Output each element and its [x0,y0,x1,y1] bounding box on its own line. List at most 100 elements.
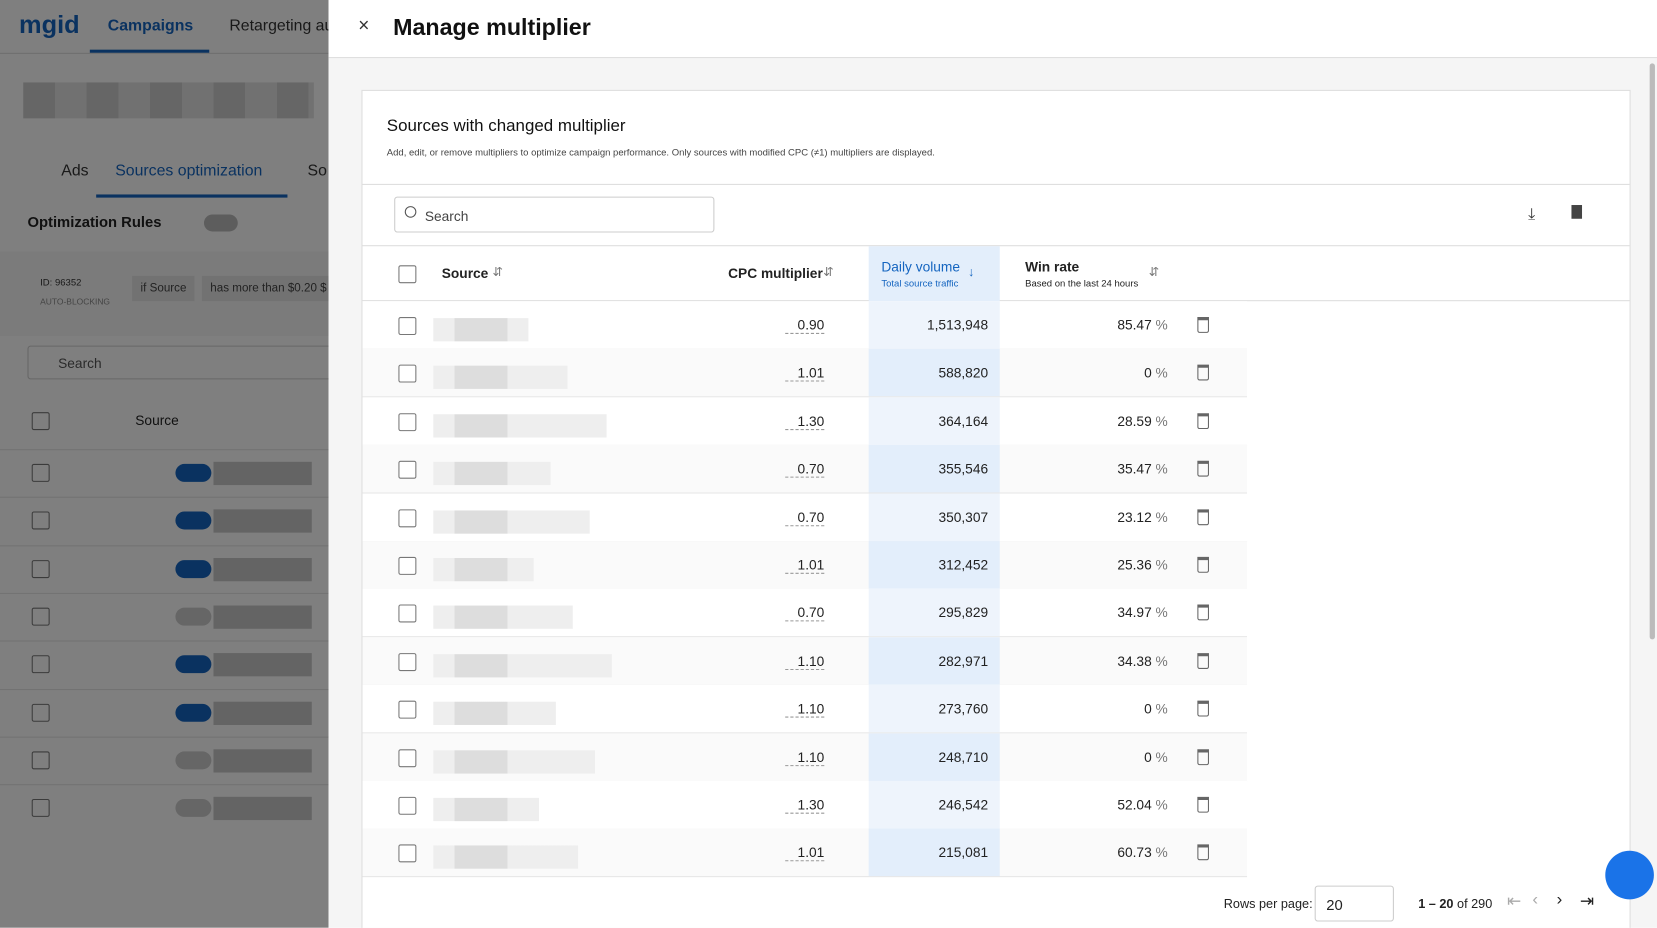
blurred-source [433,845,579,870]
win-rate-value: 85.47 [1117,317,1152,333]
download-button[interactable]: ⤓ [1528,205,1536,223]
blurred-source [433,414,607,438]
checkbox[interactable] [398,748,417,767]
daily-volume: 215,081 [938,844,989,861]
column-header[interactable]: Daily volume [881,258,961,275]
overlay [0,0,329,928]
delete-button[interactable] [1197,412,1209,429]
cpc-multiplier[interactable]: 0.70 [785,605,825,622]
cpc-multiplier[interactable]: 0.90 [785,317,825,334]
page-button[interactable]: ⇥ [1579,892,1595,911]
checkbox[interactable] [398,265,417,284]
win-rate-unit: % [1151,508,1168,525]
cpc-multiplier[interactable]: 1.01 [785,557,825,574]
delete-button[interactable] [1197,844,1209,861]
sort-icon[interactable]: ⇵ [1148,264,1160,279]
delete-button[interactable] [1197,365,1209,381]
sort-icon[interactable]: ⇵ [823,264,834,279]
win-rate-unit: % [1151,365,1168,381]
delete-button[interactable] [1197,652,1209,669]
cpc-multiplier[interactable]: 0.70 [785,461,825,478]
checkbox[interactable] [398,412,417,431]
chat-button[interactable] [1605,850,1654,900]
delete-button[interactable] [1197,748,1209,765]
cpc-multiplier[interactable]: 1.10 [785,653,825,670]
header-volume-bg [868,246,1000,302]
delete-button[interactable] [1197,460,1209,477]
rows-select[interactable]: 20 [1314,885,1394,922]
volume-cell [868,637,1000,685]
sort-icon[interactable]: ⇵ [492,264,504,279]
cpc-multiplier[interactable]: 1.01 [785,365,825,382]
daily-volume: 588,820 [938,365,989,381]
export-button[interactable] [1571,205,1583,219]
delete-button[interactable] [1197,796,1209,813]
cpc-multiplier[interactable]: 1.30 [785,413,825,430]
checkbox[interactable] [398,796,417,815]
daily-volume: 273,760 [938,700,989,717]
volume-cell [868,397,1000,445]
daily-volume: 246,542 [938,796,989,813]
page-total: of 290 [1457,896,1493,911]
win-rate-unit: % [1151,460,1168,477]
delete-button[interactable] [1197,700,1209,717]
checkbox[interactable] [398,508,417,527]
checkbox[interactable] [398,460,417,479]
delete-button[interactable] [1197,317,1209,333]
checkbox[interactable] [398,844,417,863]
win-rate-unit: % [1151,556,1168,573]
daily-volume: 355,546 [938,460,989,477]
win-rate: 60.73 % [1025,844,1168,861]
win-rate: 23.12 % [1025,508,1168,525]
checkbox[interactable] [398,652,417,671]
volume-cell [868,780,1000,829]
column-header[interactable]: CPC multiplier [728,265,823,282]
checkbox[interactable] [398,365,417,383]
checkbox[interactable] [398,700,417,719]
win-rate-value: 35.47 [1117,460,1152,477]
column-subheader: Total source traffic [881,277,959,289]
card-desc: Add, edit, or remove multipliers to opti… [386,146,935,158]
blurred-source [433,653,612,678]
background-page: mgidCampaignsRetargeting auAdsSources op… [0,0,329,928]
win-rate: 25.36 % [1025,556,1168,573]
win-rate: 0 % [1025,749,1168,765]
search-icon [404,206,417,218]
cpc-multiplier[interactable]: 1.01 [785,845,825,862]
cpc-multiplier[interactable]: 1.30 [785,797,825,814]
column-header[interactable]: Win rate [1025,258,1080,275]
page-range: 1 – 20 [1418,896,1458,911]
card: Sources with changed multiplier Add, edit… [361,89,1631,928]
win-rate: 35.47 % [1025,460,1168,477]
sort-icon[interactable]: ↓ [968,264,975,279]
page-button[interactable]: ‹ [1532,890,1538,909]
checkbox[interactable] [398,317,417,336]
delete-button[interactable] [1197,556,1209,573]
win-rate-value: 60.73 [1117,844,1152,861]
delete-button[interactable] [1197,604,1209,621]
blurred-source [433,510,590,534]
cpc-multiplier[interactable]: 1.10 [785,701,825,718]
blurred-source [433,701,556,726]
cpc-multiplier[interactable]: 0.70 [785,509,825,526]
page-button[interactable]: › [1556,890,1563,909]
blurred-source [433,749,595,774]
win-rate-value: 34.97 [1117,604,1152,621]
win-rate-unit: % [1151,844,1168,861]
win-rate-value: 52.04 [1117,796,1152,813]
daily-volume: 295,829 [938,604,989,621]
divider [362,183,1630,185]
blurred-source [433,462,551,486]
scrollbar [1649,63,1655,640]
volume-cell [868,828,1000,877]
page-button[interactable]: ⇤ [1506,892,1522,911]
checkbox[interactable] [398,604,417,623]
win-rate-unit: % [1151,748,1168,765]
checkbox[interactable] [398,556,417,575]
column-header[interactable]: Source [441,265,489,282]
delete-button[interactable] [1197,508,1209,525]
close-button[interactable]: × [358,14,370,36]
cpc-multiplier[interactable]: 1.10 [785,749,825,766]
search-input[interactable]: Search [394,196,715,233]
